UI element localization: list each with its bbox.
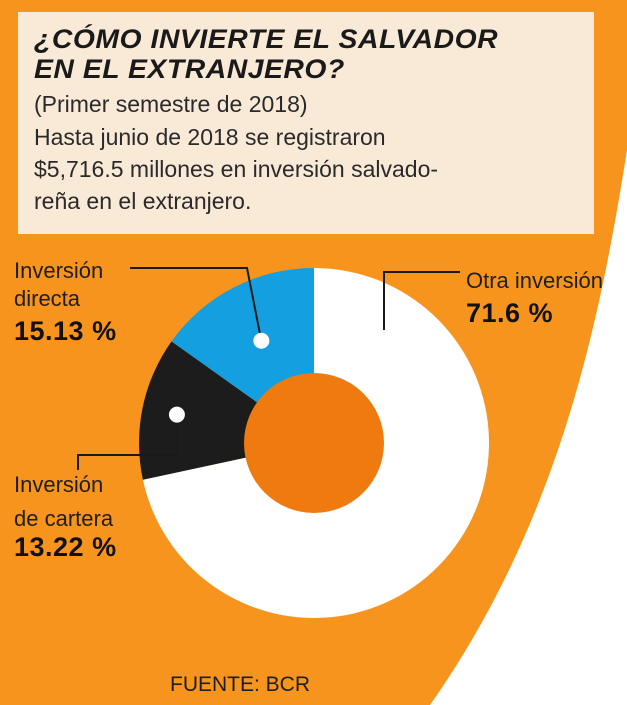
label-directa-line1: Inversión: [14, 258, 104, 283]
source-note: FUENTE: BCR: [170, 673, 311, 696]
leader-line-directa: [130, 267, 263, 341]
value-directa: 15.13 %: [14, 316, 117, 346]
value-cartera: 13.22 %: [14, 532, 117, 562]
label-directa-line2: directa: [14, 286, 81, 311]
donut-chart: [77, 267, 490, 618]
header-panel: [18, 12, 594, 234]
title-line-1: ¿CÓMO INVIERTE EL SALVADOR: [34, 24, 499, 54]
chart-subtitle: (Primer semestre de 2018): [34, 91, 308, 117]
chart-description: Hasta junio de 2018 se registraron $5,71…: [34, 124, 439, 214]
marker-dot-directa: [253, 332, 270, 349]
marker-dot-cartera: [168, 406, 185, 423]
chart-title: ¿CÓMO INVIERTE EL SALVADOR EN EL EXTRANJ…: [34, 24, 601, 84]
label-cartera-line1: Inversión: [14, 472, 104, 497]
label-cartera-line2: de cartera: [14, 506, 114, 531]
leader-line-cartera: [77, 414, 178, 470]
value-otra: 71.6 %: [466, 298, 554, 328]
label-otra: Otra inversión: [466, 268, 603, 293]
title-line-2: EN EL EXTRANJERO?: [34, 54, 345, 84]
donut-center: [244, 373, 384, 513]
leader-line-otra: [383, 271, 460, 330]
